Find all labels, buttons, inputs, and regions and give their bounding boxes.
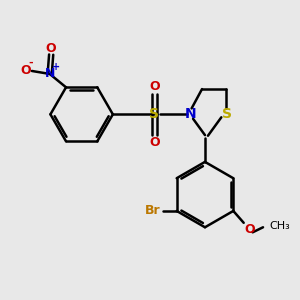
Text: N: N [184,107,196,121]
Text: O: O [149,136,160,149]
Text: +: + [52,62,60,72]
Text: CH₃: CH₃ [270,221,290,231]
Text: O: O [20,64,31,76]
Text: Br: Br [145,204,160,218]
Text: O: O [46,42,56,55]
Text: N: N [44,67,55,80]
Text: O: O [149,80,160,93]
Text: S: S [222,107,232,121]
Text: O: O [244,223,255,236]
Text: -: - [28,58,33,68]
Text: S: S [149,107,160,121]
